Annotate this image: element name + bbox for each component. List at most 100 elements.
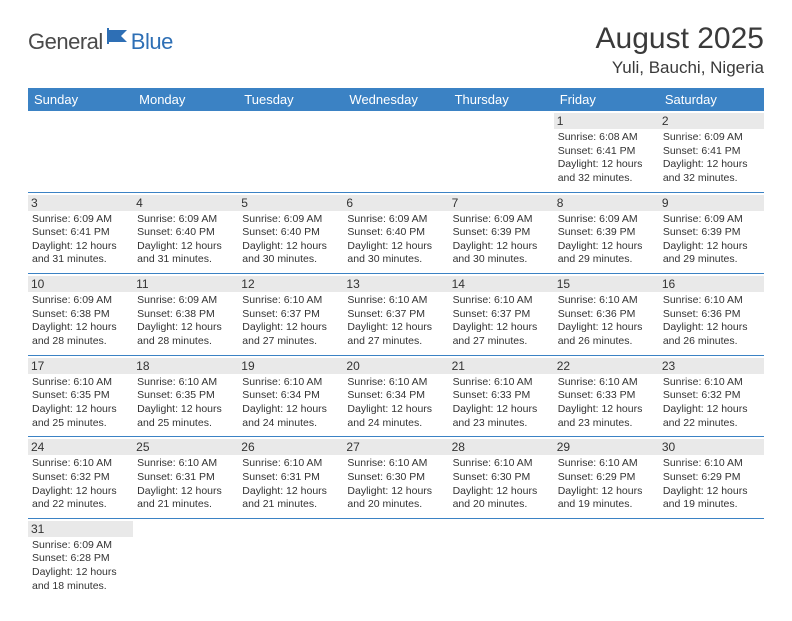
day-number: 9 bbox=[659, 195, 764, 211]
day-info: Sunrise: 6:10 AMSunset: 6:29 PMDaylight:… bbox=[663, 457, 760, 512]
calendar-day-cell bbox=[133, 111, 238, 192]
sunrise-text: Sunrise: 6:10 AM bbox=[453, 376, 550, 390]
calendar-day-cell: 2Sunrise: 6:09 AMSunset: 6:41 PMDaylight… bbox=[659, 111, 764, 192]
day-info: Sunrise: 6:08 AMSunset: 6:41 PMDaylight:… bbox=[558, 131, 655, 186]
day-number: 6 bbox=[343, 195, 448, 211]
sunset-text: Sunset: 6:32 PM bbox=[32, 471, 129, 485]
weekday-header: Monday bbox=[133, 88, 238, 111]
day-info: Sunrise: 6:09 AMSunset: 6:40 PMDaylight:… bbox=[242, 213, 339, 268]
daylight-text: Daylight: 12 hours and 32 minutes. bbox=[558, 158, 655, 185]
sunset-text: Sunset: 6:34 PM bbox=[347, 389, 444, 403]
sunset-text: Sunset: 6:31 PM bbox=[242, 471, 339, 485]
daylight-text: Daylight: 12 hours and 18 minutes. bbox=[32, 566, 129, 593]
day-number: 17 bbox=[28, 358, 133, 374]
calendar-day-cell: 28Sunrise: 6:10 AMSunset: 6:30 PMDayligh… bbox=[449, 437, 554, 519]
sunrise-text: Sunrise: 6:08 AM bbox=[558, 131, 655, 145]
daylight-text: Daylight: 12 hours and 26 minutes. bbox=[558, 321, 655, 348]
calendar-day-cell bbox=[28, 111, 133, 192]
sunrise-text: Sunrise: 6:10 AM bbox=[347, 376, 444, 390]
day-number: 31 bbox=[28, 521, 133, 537]
day-number: 5 bbox=[238, 195, 343, 211]
calendar-day-cell: 11Sunrise: 6:09 AMSunset: 6:38 PMDayligh… bbox=[133, 274, 238, 356]
day-number: 19 bbox=[238, 358, 343, 374]
logo-text-general: General bbox=[28, 29, 103, 55]
sunrise-text: Sunrise: 6:10 AM bbox=[137, 457, 234, 471]
header: General Blue August 2025 Yuli, Bauchi, N… bbox=[28, 22, 764, 78]
day-info: Sunrise: 6:10 AMSunset: 6:33 PMDaylight:… bbox=[558, 376, 655, 431]
daylight-text: Daylight: 12 hours and 28 minutes. bbox=[137, 321, 234, 348]
day-number: 12 bbox=[238, 276, 343, 292]
day-info: Sunrise: 6:09 AMSunset: 6:40 PMDaylight:… bbox=[137, 213, 234, 268]
sunrise-text: Sunrise: 6:09 AM bbox=[32, 539, 129, 553]
daylight-text: Daylight: 12 hours and 19 minutes. bbox=[663, 485, 760, 512]
calendar-day-cell: 29Sunrise: 6:10 AMSunset: 6:29 PMDayligh… bbox=[554, 437, 659, 519]
daylight-text: Daylight: 12 hours and 24 minutes. bbox=[347, 403, 444, 430]
calendar-day-cell: 10Sunrise: 6:09 AMSunset: 6:38 PMDayligh… bbox=[28, 274, 133, 356]
sunset-text: Sunset: 6:41 PM bbox=[663, 145, 760, 159]
daylight-text: Daylight: 12 hours and 29 minutes. bbox=[558, 240, 655, 267]
sunrise-text: Sunrise: 6:09 AM bbox=[137, 294, 234, 308]
day-info: Sunrise: 6:09 AMSunset: 6:41 PMDaylight:… bbox=[663, 131, 760, 186]
day-info: Sunrise: 6:10 AMSunset: 6:32 PMDaylight:… bbox=[663, 376, 760, 431]
day-number: 7 bbox=[449, 195, 554, 211]
calendar-day-cell: 27Sunrise: 6:10 AMSunset: 6:30 PMDayligh… bbox=[343, 437, 448, 519]
day-number: 30 bbox=[659, 439, 764, 455]
day-number: 22 bbox=[554, 358, 659, 374]
daylight-text: Daylight: 12 hours and 30 minutes. bbox=[347, 240, 444, 267]
calendar-day-cell bbox=[238, 518, 343, 599]
calendar-day-cell: 19 Sunrise: 6:10 AMSunset: 6:34 PMDayligh… bbox=[238, 355, 343, 437]
calendar-day-cell: 21Sunrise: 6:10 AMSunset: 6:33 PMDayligh… bbox=[449, 355, 554, 437]
day-number: 23 bbox=[659, 358, 764, 374]
day-number: 14 bbox=[449, 276, 554, 292]
daylight-text: Daylight: 12 hours and 30 minutes. bbox=[242, 240, 339, 267]
daylight-text: Daylight: 12 hours and 21 minutes. bbox=[137, 485, 234, 512]
calendar-day-cell: 24Sunrise: 6:10 AMSunset: 6:32 PMDayligh… bbox=[28, 437, 133, 519]
day-number: 24 bbox=[28, 439, 133, 455]
day-info: Sunrise: 6:10 AMSunset: 6:35 PMDaylight:… bbox=[32, 376, 129, 431]
weekday-header-row: Sunday Monday Tuesday Wednesday Thursday… bbox=[28, 88, 764, 111]
daylight-text: Daylight: 12 hours and 31 minutes. bbox=[32, 240, 129, 267]
calendar-day-cell: 20Sunrise: 6:10 AMSunset: 6:34 PMDayligh… bbox=[343, 355, 448, 437]
day-number: 16 bbox=[659, 276, 764, 292]
sunrise-text: Sunrise: 6:10 AM bbox=[347, 294, 444, 308]
sunset-text: Sunset: 6:37 PM bbox=[347, 308, 444, 322]
sunrise-text: Sunrise: 6:10 AM bbox=[137, 376, 234, 390]
day-info: Sunrise: 6:10 AMSunset: 6:30 PMDaylight:… bbox=[347, 457, 444, 512]
sunrise-text: Sunrise: 6:09 AM bbox=[663, 131, 760, 145]
calendar-week-row: 24 Sunrise: 6:10 AM Sunset: 6:32 PM Dayligh… bbox=[28, 437, 764, 519]
logo-text-blue: Blue bbox=[131, 29, 173, 55]
calendar-week-row: 17Sunrise: 6:10 AMSunset: 6:35 PMDayligh… bbox=[28, 355, 764, 437]
day-number: 26 bbox=[238, 439, 343, 455]
daylight-text: Daylight: 12 hours and 20 minutes. bbox=[347, 485, 444, 512]
calendar-day-cell: 3Sunrise: 6:09 AMSunset: 6:41 PMDaylight… bbox=[28, 192, 133, 274]
day-info: Sunrise: 6:09 AMSunset: 6:28 PMDaylight:… bbox=[32, 539, 129, 594]
day-info: Sunrise: 6:10 AMSunset: 6:35 PMDaylight:… bbox=[137, 376, 234, 431]
sunset-text: Sunset: 6:33 PM bbox=[453, 389, 550, 403]
day-number: 8 bbox=[554, 195, 659, 211]
daylight-text: Daylight: 12 hours and 28 minutes. bbox=[32, 321, 129, 348]
calendar-day-cell: 7Sunrise: 6:09 AMSunset: 6:39 PMDaylight… bbox=[449, 192, 554, 274]
day-number: 1 bbox=[554, 113, 659, 129]
day-info: Sunrise: 6:10 AMSunset: 6:37 PMDaylight:… bbox=[347, 294, 444, 349]
daylight-text: Daylight: 12 hours and 29 minutes. bbox=[663, 240, 760, 267]
sunrise-text: Sunrise: 6:10 AM bbox=[663, 457, 760, 471]
calendar-day-cell bbox=[343, 518, 448, 599]
sunset-text: Sunset: 6:35 PM bbox=[32, 389, 129, 403]
sunset-text: Sunset: 6:39 PM bbox=[453, 226, 550, 240]
weekday-header: Tuesday bbox=[238, 88, 343, 111]
sunrise-text: Sunrise: 6:09 AM bbox=[453, 213, 550, 227]
day-number: 25 bbox=[133, 439, 238, 455]
sunset-text: Sunset: 6:39 PM bbox=[663, 226, 760, 240]
sunrise-text: Sunrise: 6:10 AM bbox=[558, 376, 655, 390]
logo: General Blue bbox=[28, 22, 173, 55]
calendar-day-cell: 31 Sunrise: 6:09 AMSunset: 6:28 PMDayligh… bbox=[28, 518, 133, 599]
flag-icon bbox=[107, 28, 129, 49]
calendar-day-cell: 15Sunrise: 6:10 AMSunset: 6:36 PMDayligh… bbox=[554, 274, 659, 356]
day-info: Sunrise: 6:10 AMSunset: 6:34 PMDaylight:… bbox=[242, 376, 339, 431]
calendar-week-row: 10Sunrise: 6:09 AMSunset: 6:38 PMDayligh… bbox=[28, 274, 764, 356]
sunrise-text: Sunrise: 6:09 AM bbox=[663, 213, 760, 227]
daylight-text: Daylight: 12 hours and 31 minutes. bbox=[137, 240, 234, 267]
day-info: Sunrise: 6:09 AMSunset: 6:38 PMDaylight:… bbox=[32, 294, 129, 349]
day-info: Sunrise: 6:09 AMSunset: 6:39 PMDaylight:… bbox=[663, 213, 760, 268]
calendar-day-cell: 30 Sunrise: 6:10 AMSunset: 6:29 PMDayligh… bbox=[659, 437, 764, 519]
